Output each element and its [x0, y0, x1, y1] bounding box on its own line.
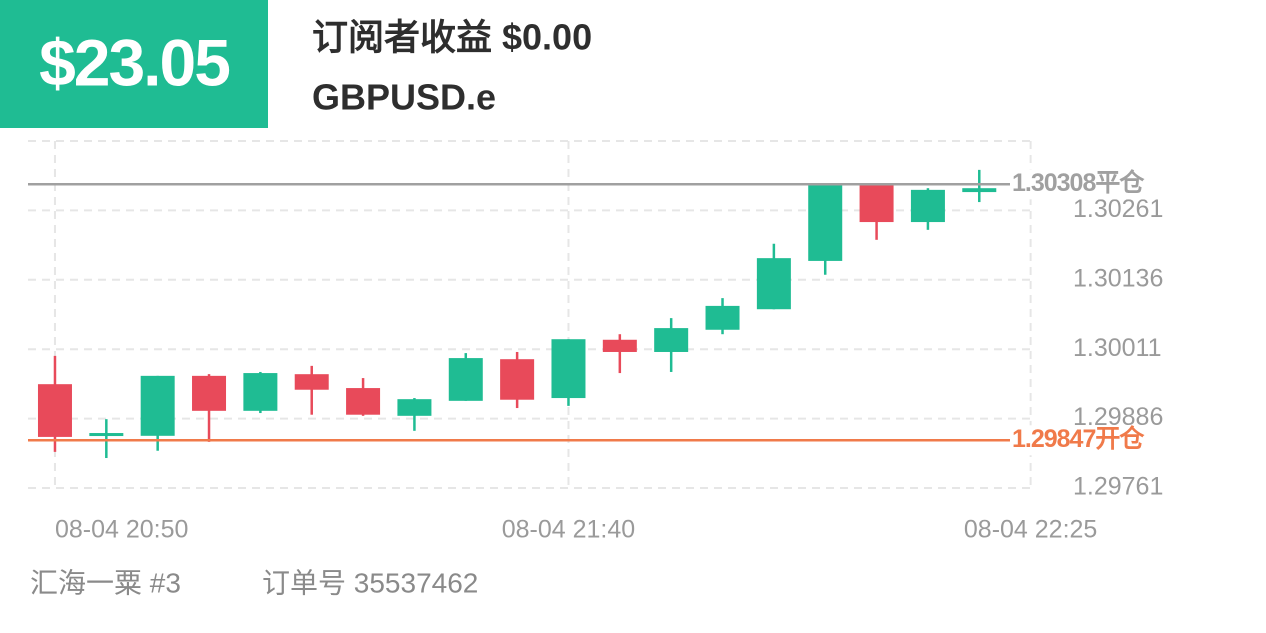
candle-body — [551, 339, 586, 399]
candle-body — [397, 399, 432, 416]
candle-body — [859, 184, 894, 223]
profit-badge — [0, 0, 268, 128]
line-label-bg — [1010, 425, 1160, 456]
candle-body — [962, 188, 997, 193]
y-tick-label: 1.29761 — [1073, 473, 1163, 501]
candle-body — [89, 433, 124, 437]
y-tick-label: 1.30136 — [1073, 264, 1163, 292]
y-tick-label: 1.30261 — [1073, 195, 1163, 223]
plot: 1.297611.298861.300111.301361.3026108-04… — [28, 140, 1163, 544]
candle-body — [346, 388, 381, 415]
x-tick-label: 08-04 20:50 — [55, 516, 188, 544]
candle-body — [808, 184, 843, 261]
candle-body — [910, 189, 945, 223]
candle-body — [448, 358, 483, 401]
candle-body — [243, 373, 278, 411]
candle-body — [37, 384, 72, 437]
profit: $23.05 — [39, 25, 229, 99]
y-tick-label: 1.30011 — [1073, 334, 1162, 362]
line-label: 1.29847开仓 — [1012, 424, 1145, 453]
symbol: GBPUSD.e — [312, 77, 496, 118]
order-number: 订单号 35537462 — [262, 567, 478, 598]
line-label-bg — [1010, 169, 1160, 200]
candle-body — [140, 375, 175, 436]
candle-body — [654, 328, 689, 352]
line-label: 1.30308平仓 — [1012, 168, 1145, 197]
x-tick-label: 08-04 22:25 — [964, 516, 1097, 544]
account: 汇海一粟 #3 — [30, 567, 181, 598]
candle-body — [756, 258, 791, 310]
candle-body — [500, 359, 535, 400]
candle-body — [294, 374, 329, 390]
candle-body — [192, 375, 227, 411]
x-tick-label: 08-04 21:40 — [502, 516, 635, 544]
candle-body — [602, 339, 637, 352]
candle-body — [705, 305, 740, 330]
subscriber-profit: 订阅者收益 $0.00 — [312, 17, 592, 58]
